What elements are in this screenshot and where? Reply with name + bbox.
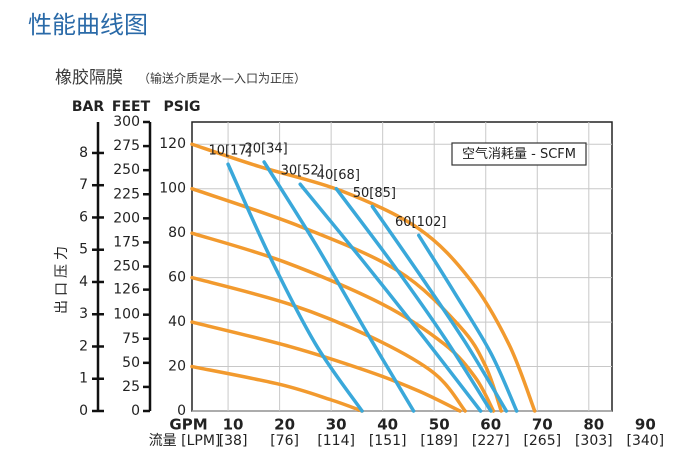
air-consumption-line — [226, 162, 364, 413]
y-tick-label: 40 — [168, 314, 186, 330]
bar-axis-title: BAR — [72, 99, 105, 115]
bar-tick-label: 1 — [79, 371, 88, 387]
x-tick-label: 10 — [223, 416, 244, 434]
x-tick-label: 60 — [480, 416, 501, 434]
bar-tick-label: 6 — [79, 209, 88, 225]
chart: 0 20 40 60 80 100 120 PSIG BAR 0 1 2 3 4 5 6 7 8 FEET 0 25 50… — [54, 99, 664, 449]
subtitle-note: （输送介质是水—入口为正压） — [138, 71, 306, 86]
pressure-curve — [190, 186, 503, 413]
x2-tick-label: [227] — [472, 433, 510, 449]
x2-tick-label: [189] — [420, 433, 458, 449]
bar-tick-label: 5 — [79, 242, 88, 258]
x-tick-label: 20 — [274, 416, 295, 434]
series-label: 50[85] — [353, 186, 396, 201]
pressure-curve — [190, 364, 364, 413]
series-label: 30[52] — [281, 164, 324, 179]
page-title: 性能曲线图 — [28, 11, 148, 39]
air-consumption-line — [416, 233, 519, 413]
x-tick-label: 50 — [429, 416, 450, 434]
bar-tick-label: 8 — [79, 145, 88, 161]
x-axis-title: GPM — [169, 416, 207, 434]
feet-tick-label: 126 — [113, 282, 140, 298]
x-tick-label: 80 — [583, 416, 604, 434]
y-tick-label: 80 — [168, 225, 186, 241]
feet-tick-label: 275 — [113, 138, 140, 154]
x2-tick-label: [38] — [219, 433, 248, 449]
annotation-box — [451, 142, 587, 166]
feet-tick-label: 250 — [113, 162, 140, 178]
y-tick-label: 20 — [168, 359, 186, 375]
feet-tick-label: 50 — [122, 355, 140, 371]
x2-tick-label: [303] — [575, 433, 613, 449]
feet-tick-label: 100 — [113, 307, 140, 323]
x-tick-label: 70 — [532, 416, 553, 434]
y-tick-label: 100 — [159, 181, 186, 197]
feet-tick-label: 175 — [113, 234, 140, 250]
series-label: 10[17] — [208, 144, 251, 159]
air-consumption-line — [262, 160, 416, 413]
air-consumption-line — [334, 186, 493, 413]
plot-area — [191, 121, 613, 412]
pressure-curve — [190, 320, 462, 413]
feet-axis-title: FEET — [112, 99, 151, 115]
bar-tick-label: 0 — [79, 403, 88, 419]
pressure-curve — [190, 142, 537, 413]
x-tick-label: 40 — [377, 416, 398, 434]
x2-tick-label: [76] — [270, 433, 299, 449]
y-tick-label: 120 — [159, 136, 186, 152]
subtitle: 橡胶隔膜 — [55, 68, 123, 88]
bar-tick-label: 7 — [79, 177, 88, 193]
series-label: 40[68] — [317, 168, 360, 183]
annotation: 空气消耗量 - SCFM — [462, 146, 576, 162]
pressure-curve — [190, 275, 467, 413]
bar-tick-label: 2 — [79, 338, 88, 354]
air-consumption-line — [298, 182, 483, 413]
y-tick-label: 60 — [168, 270, 186, 286]
series-label: 60[102] — [395, 215, 447, 230]
y-label: 出口压力 — [54, 242, 70, 314]
feet-tick-label: 225 — [113, 186, 140, 202]
feet-tick-label: 0 — [131, 403, 140, 419]
y-axis-title: PSIG — [163, 99, 200, 115]
feet-tick-label: 25 — [122, 379, 140, 395]
x2-tick-label: [151] — [369, 433, 407, 449]
series-label: 20[34] — [245, 142, 288, 157]
feet-tick-label: 75 — [122, 331, 140, 347]
x2-tick-label: [265] — [523, 433, 561, 449]
feet-tick-label: 250 — [113, 259, 140, 275]
x2-axis-title: 流量 [LPM] — [149, 433, 221, 449]
feet-tick-label: 200 — [113, 210, 140, 226]
x-tick-label: 90 — [635, 416, 656, 434]
bar-tick-label: 4 — [79, 274, 88, 290]
x2-tick-label: [114] — [317, 433, 355, 449]
feet-tick-label: 300 — [113, 114, 140, 130]
x2-tick-label: [340] — [627, 433, 665, 449]
x-tick-label: 30 — [326, 416, 347, 434]
air-consumption-line — [370, 204, 509, 413]
y-tick-label: 0 — [177, 403, 186, 419]
bar-tick-label: 3 — [79, 306, 88, 322]
